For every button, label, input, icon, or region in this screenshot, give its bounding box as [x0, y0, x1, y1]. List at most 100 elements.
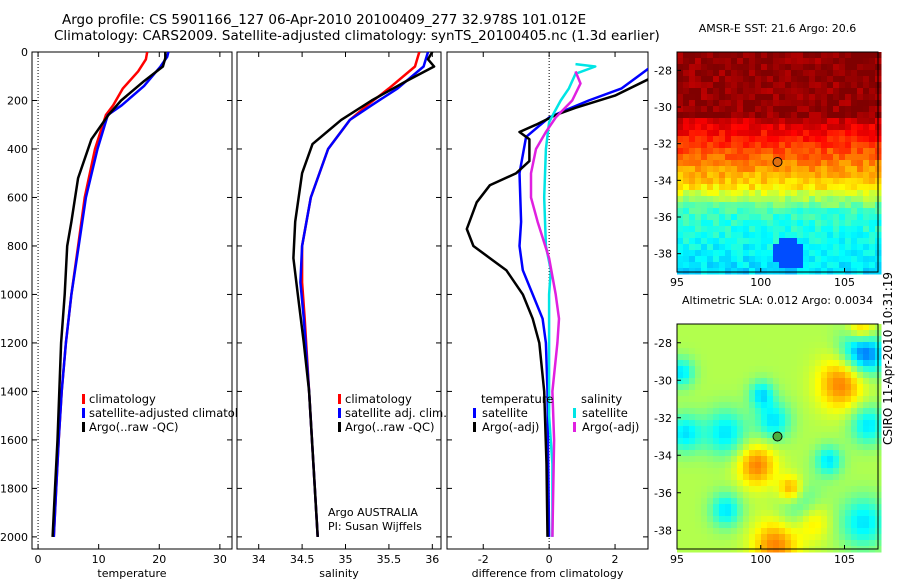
map-cell	[725, 208, 732, 215]
map-cell	[743, 528, 750, 535]
map-cell	[731, 148, 738, 155]
map-cell	[785, 124, 792, 131]
map-cell	[809, 124, 816, 131]
map-cell	[791, 94, 798, 101]
map-cell	[767, 324, 774, 331]
map-cell	[755, 540, 762, 547]
map-cell	[869, 82, 876, 89]
map-cell	[695, 354, 702, 361]
map-cell	[779, 414, 786, 421]
map-cell	[737, 456, 744, 463]
map-cell	[827, 396, 834, 403]
map-cell	[683, 330, 690, 337]
map-cell	[863, 142, 870, 149]
map-cell	[827, 522, 834, 529]
map-cell	[791, 106, 798, 113]
map-cell	[755, 196, 762, 203]
map-cell	[707, 360, 714, 367]
map-cell	[701, 154, 708, 161]
map-cell	[725, 414, 732, 421]
map-cell	[833, 136, 840, 143]
map-cell	[785, 184, 792, 191]
map-cell	[863, 378, 870, 385]
map-cell	[749, 184, 756, 191]
map-cell	[689, 142, 696, 149]
map-cell	[815, 540, 822, 547]
map-cell	[869, 130, 876, 137]
map-cell	[791, 366, 798, 373]
map-cell	[815, 420, 822, 427]
map-cell	[809, 510, 816, 517]
map-cell	[749, 492, 756, 499]
map-cell	[719, 510, 726, 517]
map-cell	[791, 202, 798, 209]
map-cell	[863, 432, 870, 439]
map-cell	[833, 112, 840, 119]
map-cell	[791, 130, 798, 137]
map-cell	[857, 432, 864, 439]
map-cell	[815, 390, 822, 397]
map-cell	[857, 172, 864, 179]
map-cell	[719, 462, 726, 469]
map-cell	[677, 148, 684, 155]
map-cell	[809, 202, 816, 209]
map-cell	[737, 124, 744, 131]
map-cell	[821, 244, 828, 251]
map-cell	[857, 450, 864, 457]
map-cell	[863, 88, 870, 95]
map-frame	[676, 323, 879, 550]
map-cell	[809, 384, 816, 391]
map-cell	[821, 534, 828, 541]
map-cell	[725, 58, 732, 65]
map-cell	[707, 100, 714, 107]
map-cell	[731, 492, 738, 499]
map-cell	[755, 414, 762, 421]
map-cell	[869, 474, 876, 481]
map-cell	[833, 432, 840, 439]
x-tick-label: 100	[750, 276, 771, 289]
map-cell	[779, 214, 786, 221]
map-cell	[707, 402, 714, 409]
map-cell	[839, 94, 846, 101]
map-cell	[761, 402, 768, 409]
map-cell	[707, 468, 714, 475]
map-cell	[779, 262, 786, 269]
map-cell	[797, 226, 804, 233]
map-cell	[749, 220, 756, 227]
map-cell	[713, 354, 720, 361]
map-cell	[677, 342, 684, 349]
map-cell	[857, 426, 864, 433]
map-cell	[803, 372, 810, 379]
map-cell	[809, 522, 816, 529]
map-cell	[683, 414, 690, 421]
map-cell	[833, 220, 840, 227]
x-tick-label: 34	[252, 553, 266, 566]
map-cell	[737, 112, 744, 119]
map-cell	[701, 220, 708, 227]
map-cell	[773, 360, 780, 367]
map-cell	[707, 444, 714, 451]
map-cell	[761, 336, 768, 343]
map-cell	[701, 232, 708, 239]
map-cell	[767, 118, 774, 125]
map-cell	[791, 510, 798, 517]
map-cell	[821, 178, 828, 185]
map-cell	[701, 522, 708, 529]
map-cell	[773, 528, 780, 535]
y-tick-label: 2000	[0, 531, 28, 544]
map-cell	[689, 262, 696, 269]
map-cell	[839, 142, 846, 149]
legend-group-title: salinity	[581, 392, 622, 406]
map-cell	[851, 492, 858, 499]
map-cell	[767, 492, 774, 499]
map-cell	[695, 372, 702, 379]
map-cell	[791, 504, 798, 511]
map-cell	[869, 456, 876, 463]
map-cell	[791, 372, 798, 379]
map-cell	[839, 474, 846, 481]
map-cell	[821, 100, 828, 107]
map-cell	[869, 64, 876, 71]
map-cell	[725, 226, 732, 233]
